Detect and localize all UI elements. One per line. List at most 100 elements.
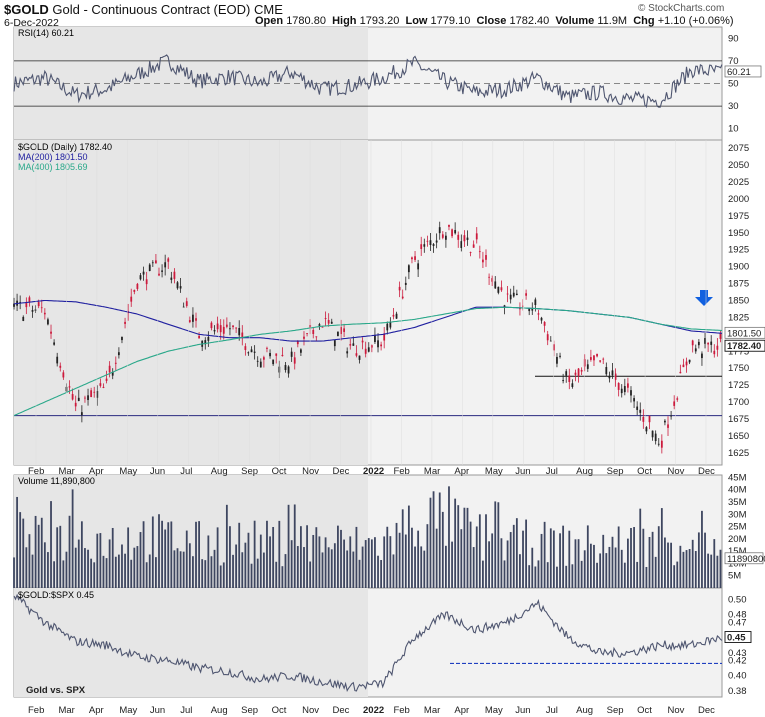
candle-body	[435, 240, 438, 243]
candle-body	[155, 260, 157, 264]
candle-body	[420, 244, 423, 250]
price-y-tick: 2025	[728, 177, 749, 188]
candle-body	[219, 325, 222, 333]
candle-body	[361, 340, 364, 343]
candle-body	[562, 380, 565, 382]
candle-body	[71, 394, 74, 400]
volume-bar	[460, 529, 463, 588]
volume-y-tick: 30M	[728, 509, 747, 520]
volume-bar	[358, 559, 361, 588]
candle-body	[522, 305, 524, 307]
volume-bar	[543, 521, 546, 588]
candle-body	[13, 303, 15, 307]
ohlc-readout: Open 1780.80 High 1793.20 Low 1779.10 Cl…	[255, 15, 734, 27]
volume-bar	[491, 533, 494, 588]
candle-body	[124, 321, 126, 324]
volume-bar	[676, 561, 679, 588]
close-label: Close	[476, 15, 507, 27]
volume-bar	[158, 514, 160, 588]
volume-bar	[182, 551, 185, 588]
volume-bar	[528, 565, 531, 588]
price-y-tick: 1700	[728, 397, 749, 408]
open-label: Open	[255, 15, 284, 27]
candle-body	[47, 319, 49, 325]
volume-bar	[503, 560, 506, 588]
ma200-last-box	[724, 326, 765, 339]
volume-bar	[22, 518, 25, 588]
volume-bar	[324, 537, 327, 588]
rsi-y-tick: 90	[728, 33, 739, 44]
volume-bar	[438, 492, 441, 588]
volume-bar	[355, 526, 358, 588]
volume-bar	[565, 565, 568, 588]
candle-body	[694, 348, 697, 352]
volume-bar	[423, 550, 426, 588]
candle-body	[367, 347, 370, 352]
candle-body	[599, 360, 602, 362]
volume-bar	[337, 525, 339, 588]
candle-body	[432, 244, 435, 246]
volume-bar	[657, 526, 660, 588]
price-x-tick: Mar	[424, 466, 440, 477]
volume-y-tick: 15M	[728, 546, 747, 557]
candle-body	[583, 359, 586, 367]
price-x-tick: Oct	[637, 466, 652, 477]
candle-body	[25, 302, 28, 308]
ratio-x-tick: Feb	[28, 705, 44, 716]
volume-bar	[667, 542, 669, 588]
volume-bar	[259, 534, 262, 588]
price-last-value: 1782.40	[727, 341, 761, 352]
candle-body	[642, 417, 645, 422]
volume-bar	[31, 554, 34, 588]
volume-bar	[253, 520, 256, 588]
candle-body	[454, 230, 457, 234]
candle-body	[352, 343, 355, 346]
candle-body	[701, 353, 703, 359]
price-x-tick: Dec	[698, 466, 715, 477]
candle-body	[34, 309, 37, 312]
candle-body	[102, 386, 105, 388]
price-x-tick: Feb	[28, 466, 44, 477]
volume-bar	[414, 546, 416, 588]
volume-bar	[25, 547, 28, 588]
volume-bar	[34, 515, 37, 588]
volume-bar	[142, 521, 145, 588]
volume-bar	[16, 496, 18, 588]
candle-body	[697, 341, 700, 346]
volume-bar	[173, 550, 176, 588]
price-x-tick: Sep	[607, 466, 624, 477]
volume-bar	[201, 559, 204, 588]
candle-body	[87, 395, 89, 401]
price-x-tick: Mar	[58, 466, 74, 477]
ratio-x-tick: Jul	[180, 705, 192, 716]
candle-body	[19, 301, 22, 303]
candle-body	[534, 299, 537, 306]
candle-body	[198, 335, 200, 339]
volume-bar	[451, 541, 453, 588]
volume-bars	[13, 486, 722, 588]
candle-body	[253, 351, 256, 353]
candle-body	[608, 376, 611, 379]
volume-bar	[611, 536, 614, 588]
price-x-tick: Jul	[546, 466, 558, 477]
candle-body	[216, 323, 219, 330]
shade-ratio	[14, 588, 368, 697]
candle-body	[519, 308, 521, 310]
candle-body	[623, 386, 626, 393]
volume-bar	[306, 525, 308, 588]
price-x-tick: Apr	[454, 466, 469, 477]
volume-bar	[707, 553, 710, 588]
candle-body	[648, 415, 651, 423]
volume-bar	[515, 518, 518, 588]
volume-bar	[327, 547, 330, 588]
candle-body	[164, 262, 167, 268]
ratio-y-tick: 0.40	[728, 671, 747, 682]
volume-bar	[164, 529, 167, 588]
candle-body	[688, 359, 691, 363]
rsi-y-tick: 10	[728, 124, 739, 135]
candle-body	[451, 229, 453, 237]
volume-bar	[333, 543, 336, 588]
candle-body	[574, 372, 577, 375]
volume-bar	[343, 539, 345, 588]
volume-bar	[386, 526, 389, 588]
